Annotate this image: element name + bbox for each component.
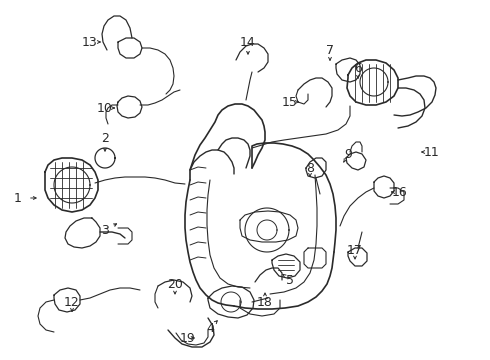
Text: 7: 7 [326,44,334,57]
Text: 3: 3 [101,224,109,237]
Text: 8: 8 [306,162,314,175]
Text: 16: 16 [392,185,408,198]
Text: 2: 2 [101,131,109,144]
Text: 17: 17 [347,243,363,256]
Text: 12: 12 [64,296,80,309]
Text: 15: 15 [282,95,298,108]
Text: 20: 20 [167,279,183,292]
Text: 10: 10 [97,102,113,114]
Text: 6: 6 [354,62,362,75]
Text: 4: 4 [206,321,214,334]
Text: 5: 5 [286,274,294,287]
Text: 9: 9 [344,148,352,162]
Text: 14: 14 [240,36,256,49]
Text: 19: 19 [180,332,196,345]
Text: 13: 13 [82,36,98,49]
Text: 18: 18 [257,296,273,309]
Text: 1: 1 [14,192,22,204]
Text: 11: 11 [424,145,440,158]
